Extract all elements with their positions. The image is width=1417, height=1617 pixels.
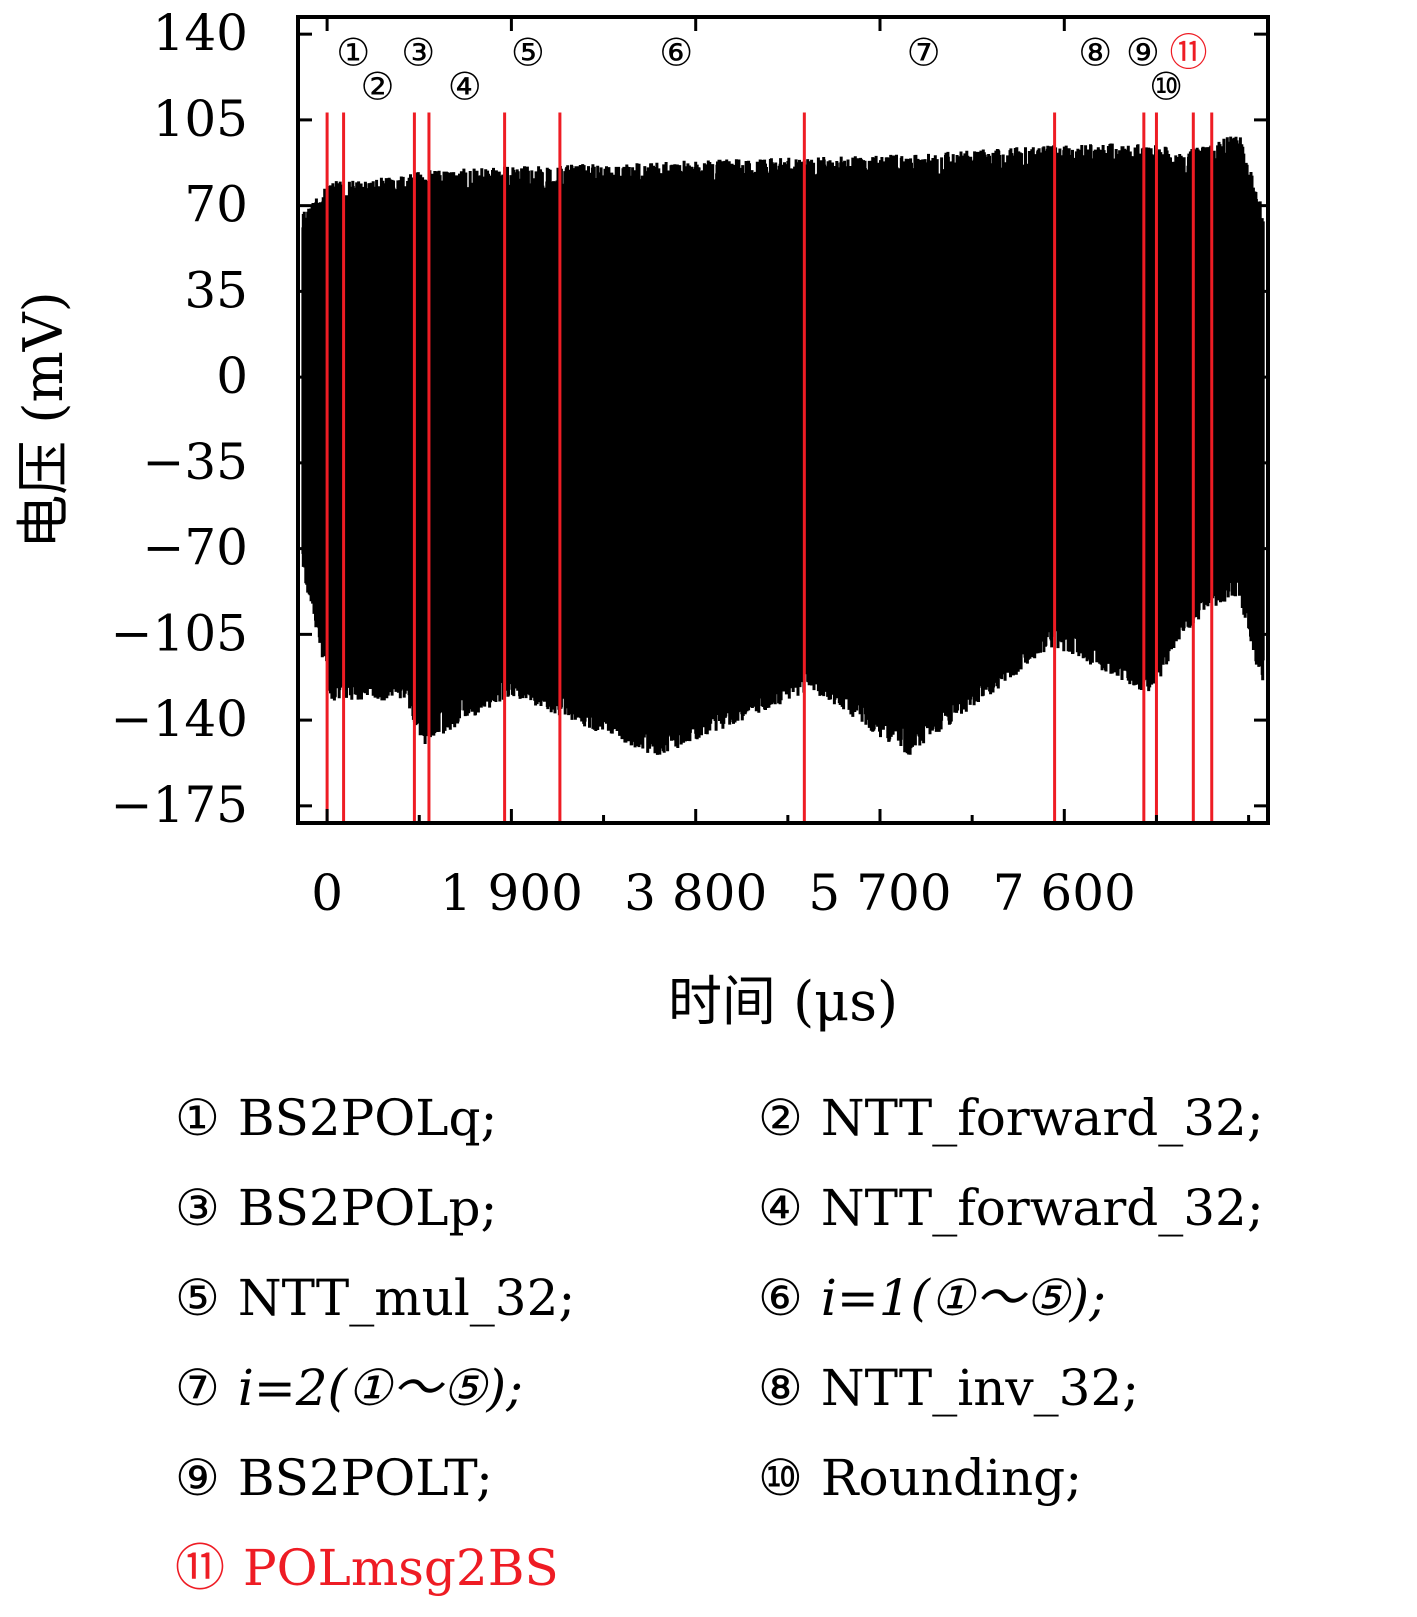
phase-markers xyxy=(325,112,1214,823)
phase-annotation: ⑤ xyxy=(511,30,545,74)
y-axis-label: 电压 (mV) xyxy=(12,291,75,549)
x-tick-label: 3 800 xyxy=(624,864,767,922)
x-tick-label: 0 xyxy=(311,864,343,922)
plot-frame xyxy=(296,15,1270,825)
phase-annotation: ⑥ xyxy=(659,30,693,74)
y-tick-label: −105 xyxy=(111,604,248,662)
y-tick-label: −35 xyxy=(142,433,248,491)
phase-annotation: ② xyxy=(361,65,395,109)
x-tick-labels: 0 1 900 3 800 5 700 7 600 xyxy=(311,864,1136,922)
phase-annotation: ⑦ xyxy=(907,30,941,74)
phase-annotation: ⑩ xyxy=(1149,65,1183,109)
x-axis-label: 时间 (μs) xyxy=(668,970,898,1033)
y-tick-label: 140 xyxy=(153,4,248,62)
x-tick-label: 7 600 xyxy=(993,864,1136,922)
y-tick-label: 105 xyxy=(153,90,248,148)
phase-annotation: ④ xyxy=(448,65,482,109)
phase-annotation: ⑨ xyxy=(1126,30,1160,74)
x-tick-label: 5 700 xyxy=(808,864,951,922)
phase-annotation: ⑪ xyxy=(1169,30,1207,74)
x-tick-label: 1 900 xyxy=(440,864,583,922)
y-tick-labels: 140 105 70 35 0 −35 −70 −105 −140 −175 xyxy=(111,4,248,834)
phase-annotation: ③ xyxy=(401,30,435,74)
y-tick-label: −140 xyxy=(111,690,248,748)
y-tick-label: 0 xyxy=(216,347,248,405)
y-tick-label: −70 xyxy=(142,519,248,577)
y-tick-label: −175 xyxy=(111,776,248,834)
signal-waveform xyxy=(301,136,1265,755)
axis-ticks xyxy=(298,17,1268,823)
y-tick-label: 70 xyxy=(184,176,248,234)
y-tick-label: 35 xyxy=(184,261,248,319)
phase-annotation: ⑧ xyxy=(1078,30,1112,74)
signal-trace xyxy=(301,136,1265,755)
phase-annotation: ① xyxy=(336,30,370,74)
